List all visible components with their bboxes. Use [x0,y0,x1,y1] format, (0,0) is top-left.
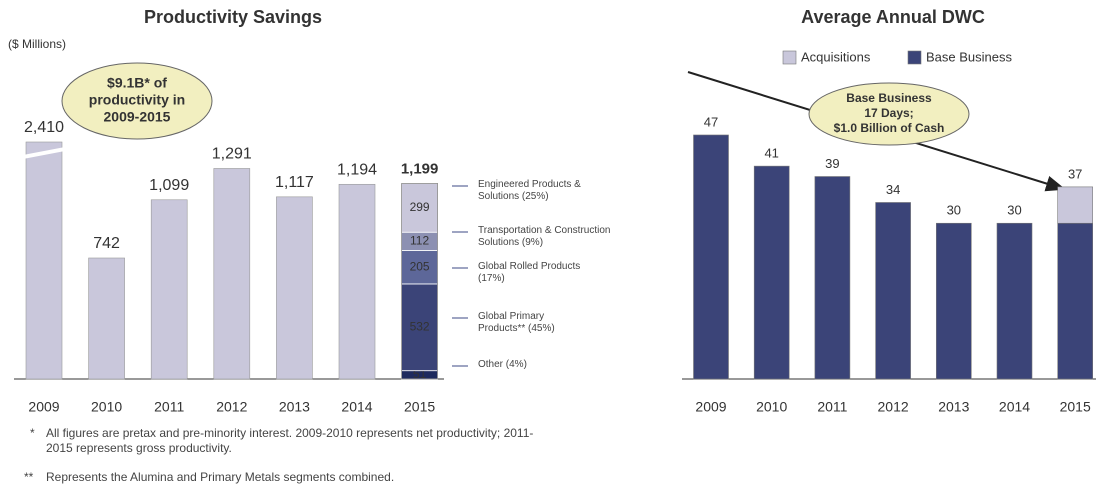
annotation-text: 2009-2015 [104,109,171,125]
value-label: 742 [93,235,120,252]
bar-segment [401,250,439,285]
segment-name: Engineered Products & Solutions (25%) [478,179,581,202]
bar [25,141,63,380]
x-tick-label: 2014 [341,399,372,415]
annotation-bubble [61,62,213,140]
bar-total [401,183,439,380]
segment-label: 205 [410,259,430,273]
x-tick-label: 2009 [28,399,59,415]
legend-label: Acquisitions [801,49,871,64]
value-label: 1,117 [275,174,314,191]
segment-name: Global Primary Products** (45%) [478,311,555,334]
total-label: 41 [764,146,778,161]
value-label: 1,291 [212,146,252,163]
annotation-text: 17 Days; [864,106,913,120]
x-tick-label: 2011 [154,399,184,415]
segment-name: Other (4%) [478,359,527,370]
legend-swatch [782,50,797,65]
bar-segment [996,222,1033,380]
bar-segment [935,222,972,380]
x-tick-label: 2010 [91,399,122,415]
bar [88,257,125,380]
segment-label: 532 [410,319,430,333]
chart-title: Productivity Savings [144,7,322,27]
bar-segment [401,183,439,233]
annotation-bubble [808,82,970,146]
bar [150,199,188,380]
x-tick-label: 2015 [404,399,435,415]
x-tick-label: 2012 [216,399,247,415]
total-label: 47 [704,114,718,129]
segment-label: 299 [410,200,430,214]
bar [213,168,251,380]
legend-label: Base Business [926,49,1012,64]
footnote: Represents the Alumina and Primary Metal… [46,470,395,484]
bar-segment [1057,186,1093,224]
bar-segment [814,176,851,380]
bar-segment [753,165,790,380]
axis-break [23,147,65,159]
total-label: 34 [886,182,900,197]
total-label: 30 [1007,203,1021,218]
segment-name: Global Rolled Products (17%) [478,261,581,284]
bar [338,183,376,380]
total-label: 39 [825,156,839,171]
x-tick-label: 2013 [938,399,969,415]
x-tick-label: 2009 [695,399,726,415]
x-tick-label: 2015 [1060,399,1091,415]
legend-swatch [907,50,922,65]
bar [276,196,313,380]
x-tick-label: 2013 [279,399,310,415]
annotation-text: $1.0 Billion of Cash [834,121,945,135]
value-label: 1,194 [337,162,377,179]
annotation-text: Base Business [846,91,932,105]
value-label: 2,410 [24,119,64,136]
segment-label: 112 [410,234,429,248]
x-tick-label: 2010 [756,399,787,415]
segment-name: Transportation & Construction Solutions … [478,225,611,248]
x-tick-label: 2012 [878,399,909,415]
bar-segment [875,202,911,380]
value-label: 1,199 [401,160,439,177]
bar-segment [693,134,729,380]
chart-title: Average Annual DWC [801,7,985,27]
annotation-text: $9.1B* of [107,75,167,91]
total-label: 37 [1068,166,1082,181]
x-tick-label: 2011 [817,399,847,415]
chart-subtitle: ($ Millions) [8,37,66,51]
footnote-marker: * [30,426,35,440]
footnote-marker: ** [24,470,34,484]
footnote: All figures are pretax and pre-minority … [46,426,534,455]
bar-segment [1057,222,1093,380]
total-label: 30 [947,203,961,218]
annotation-text: productivity in [89,92,185,108]
value-label: 1,099 [149,177,189,194]
x-tick-label: 2014 [999,399,1030,415]
